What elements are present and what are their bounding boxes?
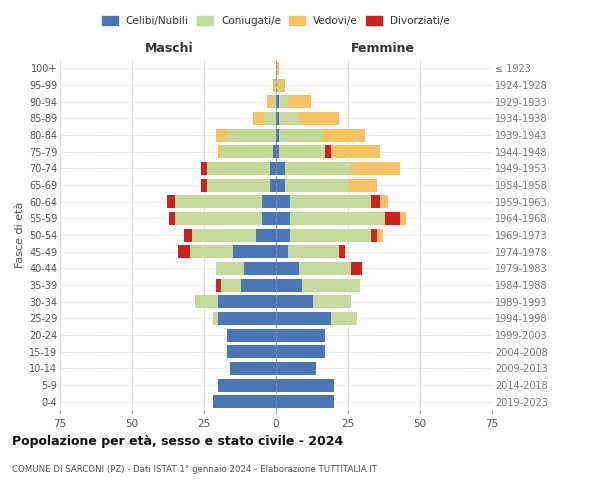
Bar bbox=[276, 262, 299, 275]
Bar bbox=[276, 178, 284, 192]
Bar bbox=[299, 112, 340, 125]
Bar bbox=[351, 262, 362, 275]
Bar bbox=[276, 112, 279, 125]
Bar bbox=[244, 262, 276, 275]
Bar bbox=[276, 295, 313, 308]
Bar bbox=[273, 145, 276, 158]
Bar bbox=[218, 378, 276, 392]
Bar bbox=[268, 95, 273, 108]
Bar bbox=[385, 212, 400, 225]
Bar bbox=[290, 228, 371, 241]
Text: Maschi: Maschi bbox=[145, 42, 194, 55]
Bar bbox=[253, 112, 265, 125]
Bar bbox=[302, 278, 359, 291]
Bar bbox=[207, 178, 270, 192]
Bar bbox=[400, 212, 406, 225]
Bar bbox=[218, 145, 221, 158]
Bar bbox=[276, 312, 331, 325]
Bar bbox=[184, 228, 193, 241]
Bar bbox=[276, 128, 279, 141]
Bar bbox=[212, 312, 218, 325]
Bar bbox=[201, 178, 207, 192]
Text: Popolazione per età, sesso e stato civile - 2024: Popolazione per età, sesso e stato civil… bbox=[12, 435, 343, 448]
Bar bbox=[273, 78, 276, 92]
Legend: Celibi/Nubili, Coniugati/e, Vedovi/e, Divorziati/e: Celibi/Nubili, Coniugati/e, Vedovi/e, Di… bbox=[99, 12, 453, 29]
Bar bbox=[276, 395, 334, 408]
Bar bbox=[218, 295, 276, 308]
Bar bbox=[276, 162, 284, 175]
Bar bbox=[279, 128, 322, 141]
Bar bbox=[284, 162, 351, 175]
Bar bbox=[340, 245, 345, 258]
Bar bbox=[313, 295, 351, 308]
Bar bbox=[227, 128, 276, 141]
Bar bbox=[276, 328, 325, 342]
Bar bbox=[276, 278, 302, 291]
Bar bbox=[276, 212, 290, 225]
Bar bbox=[196, 295, 218, 308]
Bar bbox=[175, 195, 262, 208]
Bar bbox=[371, 195, 380, 208]
Bar bbox=[221, 145, 273, 158]
Y-axis label: Fasce di età: Fasce di età bbox=[14, 202, 25, 268]
Bar bbox=[270, 178, 276, 192]
Bar bbox=[178, 245, 190, 258]
Bar bbox=[227, 345, 276, 358]
Bar bbox=[201, 162, 207, 175]
Bar bbox=[287, 245, 340, 258]
Bar bbox=[290, 212, 385, 225]
Bar bbox=[262, 195, 276, 208]
Bar bbox=[331, 145, 380, 158]
Bar bbox=[276, 145, 279, 158]
Bar bbox=[215, 128, 227, 141]
Bar bbox=[276, 345, 325, 358]
Bar bbox=[215, 262, 244, 275]
Bar bbox=[276, 362, 316, 375]
Bar bbox=[377, 228, 383, 241]
Bar bbox=[190, 245, 233, 258]
Bar bbox=[348, 178, 377, 192]
Bar bbox=[169, 212, 175, 225]
Bar bbox=[175, 212, 262, 225]
Bar bbox=[279, 145, 325, 158]
Bar bbox=[227, 328, 276, 342]
Bar bbox=[276, 378, 334, 392]
Bar bbox=[230, 362, 276, 375]
Bar bbox=[276, 95, 279, 108]
Text: Femmine: Femmine bbox=[350, 42, 415, 55]
Bar bbox=[325, 145, 331, 158]
Bar bbox=[279, 78, 284, 92]
Bar bbox=[215, 278, 221, 291]
Bar bbox=[276, 62, 279, 75]
Bar bbox=[351, 162, 400, 175]
Bar bbox=[167, 195, 175, 208]
Bar bbox=[207, 162, 270, 175]
Bar bbox=[218, 312, 276, 325]
Bar bbox=[221, 278, 241, 291]
Bar bbox=[290, 195, 371, 208]
Bar bbox=[256, 228, 276, 241]
Bar bbox=[380, 195, 388, 208]
Bar bbox=[279, 112, 299, 125]
Bar bbox=[331, 312, 356, 325]
Bar bbox=[371, 228, 377, 241]
Bar bbox=[322, 128, 365, 141]
Bar bbox=[265, 112, 276, 125]
Bar bbox=[299, 262, 351, 275]
Bar bbox=[193, 228, 256, 241]
Bar bbox=[284, 178, 348, 192]
Bar bbox=[262, 212, 276, 225]
Bar bbox=[279, 95, 287, 108]
Bar bbox=[233, 245, 276, 258]
Bar bbox=[276, 228, 290, 241]
Bar bbox=[241, 278, 276, 291]
Bar bbox=[276, 195, 290, 208]
Bar bbox=[273, 95, 276, 108]
Bar bbox=[270, 162, 276, 175]
Bar bbox=[276, 245, 287, 258]
Bar bbox=[212, 395, 276, 408]
Bar bbox=[287, 95, 311, 108]
Text: COMUNE DI SARCONI (PZ) - Dati ISTAT 1° gennaio 2024 - Elaborazione TUTTITALIA.IT: COMUNE DI SARCONI (PZ) - Dati ISTAT 1° g… bbox=[12, 465, 377, 474]
Bar bbox=[276, 78, 279, 92]
